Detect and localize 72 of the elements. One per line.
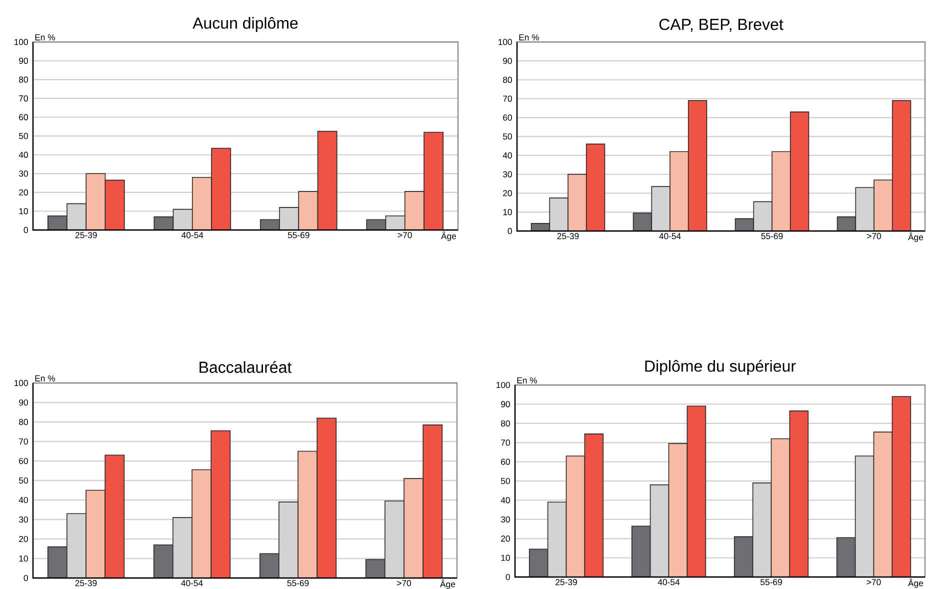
x-tick-label: 55-69	[287, 580, 309, 586]
y-tick-label: 20	[19, 536, 28, 542]
y-tick-label: 60	[501, 458, 510, 465]
y-tick-label: 20	[19, 189, 28, 196]
y-tick-label: 30	[502, 171, 512, 178]
y-tick-label: 0	[24, 574, 28, 582]
y-tick-label: 80	[19, 76, 28, 83]
y-tick-label: 100	[496, 382, 510, 388]
y-tick-label: 10	[19, 208, 28, 214]
x-tick-label: 40-54	[181, 580, 203, 586]
x-tick-label: 25-39	[556, 579, 577, 586]
y-tick-label: 70	[503, 96, 512, 102]
y-tick-label: 60	[19, 458, 28, 464]
y-tick-label: 100	[14, 38, 28, 46]
y-tick-label: 30	[18, 516, 28, 523]
y-tick-label: 50	[503, 133, 512, 140]
y-tick-label: 10	[503, 209, 512, 216]
y-tick-label: 50	[501, 478, 510, 484]
y-tick-label: 100	[14, 380, 28, 386]
y-axis-title: En %	[519, 34, 539, 40]
x-axis-title: Âge	[441, 232, 456, 241]
y-tick-label: 0	[506, 574, 510, 580]
y-tick-label: 70	[19, 95, 28, 102]
y-tick-label: 10	[19, 555, 28, 562]
y-tick-label: 70	[501, 440, 510, 446]
x-tick-label: >70	[398, 232, 412, 238]
y-tick-label: 10	[501, 554, 510, 561]
chart-title: CAP, BEP, Brevet	[659, 18, 784, 32]
x-tick-label: 55-69	[760, 579, 782, 586]
y-tick-label: 80	[19, 418, 28, 426]
x-tick-label: 40-54	[182, 232, 204, 238]
x-tick-label: 40-54	[659, 233, 681, 240]
y-tick-label: 40	[502, 152, 512, 158]
y-tick-label: 0	[24, 226, 28, 234]
x-tick-label: 25-39	[557, 233, 579, 240]
y-tick-label: 90	[503, 58, 512, 64]
chart-title: Diplôme du supérieur	[645, 360, 796, 375]
y-tick-label: 90	[19, 58, 28, 64]
x-tick-label: >70	[866, 579, 881, 586]
y-axis-title: En %	[517, 377, 537, 384]
y-tick-label: 40	[18, 152, 28, 158]
y-tick-label: 100	[498, 38, 512, 46]
x-tick-label: 25-39	[75, 580, 97, 586]
x-tick-label: 55-69	[761, 233, 783, 240]
x-tick-label: 40-54	[658, 579, 680, 586]
y-tick-label: 50	[19, 132, 28, 140]
y-tick-label: 30	[500, 516, 510, 522]
y-tick-label: 20	[501, 536, 510, 542]
y-tick-label: 20	[503, 190, 512, 196]
y-tick-label: 50	[19, 477, 28, 484]
y-tick-label: 60	[19, 114, 28, 120]
x-tick-label: 55-69	[288, 232, 310, 238]
x-axis-title: Âge	[440, 580, 456, 589]
x-axis-title: Âge	[908, 578, 924, 588]
x-tick-label: >70	[867, 233, 882, 240]
y-axis-title: En %	[35, 375, 55, 382]
y-tick-label: 90	[501, 401, 510, 408]
x-tick-label: >70	[397, 580, 412, 586]
y-axis-title: En %	[35, 34, 55, 40]
x-axis-title: Âge	[908, 232, 924, 242]
y-tick-label: 30	[18, 170, 28, 177]
y-tick-label: 0	[508, 228, 512, 234]
y-tick-label: 60	[503, 114, 512, 121]
y-tick-label: 90	[19, 399, 28, 406]
y-tick-label: 40	[500, 497, 510, 504]
y-tick-label: 40	[18, 496, 28, 504]
y-tick-label: 80	[503, 76, 512, 83]
chart-title: Aucun diplôme	[192, 16, 298, 32]
y-tick-label: 70	[19, 438, 28, 445]
chart-title: Baccalauréat	[200, 361, 292, 373]
x-tick-label: 25-39	[75, 232, 97, 238]
y-tick-label: 80	[501, 420, 510, 426]
